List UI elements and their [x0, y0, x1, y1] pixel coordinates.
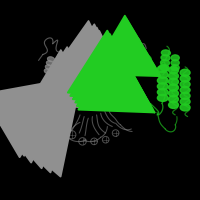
Ellipse shape [157, 65, 168, 72]
Ellipse shape [169, 78, 178, 85]
Ellipse shape [120, 38, 129, 44]
Ellipse shape [157, 83, 168, 90]
Ellipse shape [169, 67, 178, 74]
Ellipse shape [169, 84, 178, 91]
Ellipse shape [160, 65, 169, 71]
Ellipse shape [58, 54, 64, 59]
Ellipse shape [119, 53, 127, 59]
Ellipse shape [89, 49, 98, 55]
Ellipse shape [169, 73, 178, 79]
Ellipse shape [171, 55, 179, 61]
Ellipse shape [161, 50, 170, 56]
Ellipse shape [45, 65, 53, 70]
Ellipse shape [180, 87, 190, 94]
Ellipse shape [44, 69, 51, 74]
Ellipse shape [180, 69, 190, 76]
Ellipse shape [78, 56, 85, 61]
Ellipse shape [105, 47, 113, 53]
Ellipse shape [180, 104, 190, 111]
Ellipse shape [90, 59, 99, 65]
Ellipse shape [105, 42, 113, 48]
Ellipse shape [180, 92, 190, 99]
Ellipse shape [171, 60, 179, 66]
Ellipse shape [46, 61, 54, 66]
Ellipse shape [120, 43, 128, 49]
Ellipse shape [169, 90, 178, 97]
Ellipse shape [120, 48, 128, 54]
Ellipse shape [171, 65, 179, 71]
Ellipse shape [180, 81, 190, 88]
Ellipse shape [157, 89, 168, 96]
Ellipse shape [105, 56, 113, 62]
Ellipse shape [89, 44, 98, 50]
Ellipse shape [169, 96, 178, 103]
Ellipse shape [90, 54, 99, 60]
Ellipse shape [105, 52, 113, 57]
Ellipse shape [56, 58, 63, 63]
Ellipse shape [47, 57, 55, 62]
Ellipse shape [79, 60, 86, 65]
Ellipse shape [160, 60, 170, 66]
Ellipse shape [157, 94, 168, 101]
Ellipse shape [161, 55, 170, 61]
Ellipse shape [157, 71, 168, 78]
Ellipse shape [169, 101, 178, 108]
Ellipse shape [90, 64, 99, 70]
Ellipse shape [80, 64, 87, 69]
Ellipse shape [157, 77, 168, 84]
Ellipse shape [55, 62, 61, 67]
Ellipse shape [180, 75, 190, 82]
Ellipse shape [180, 98, 190, 105]
